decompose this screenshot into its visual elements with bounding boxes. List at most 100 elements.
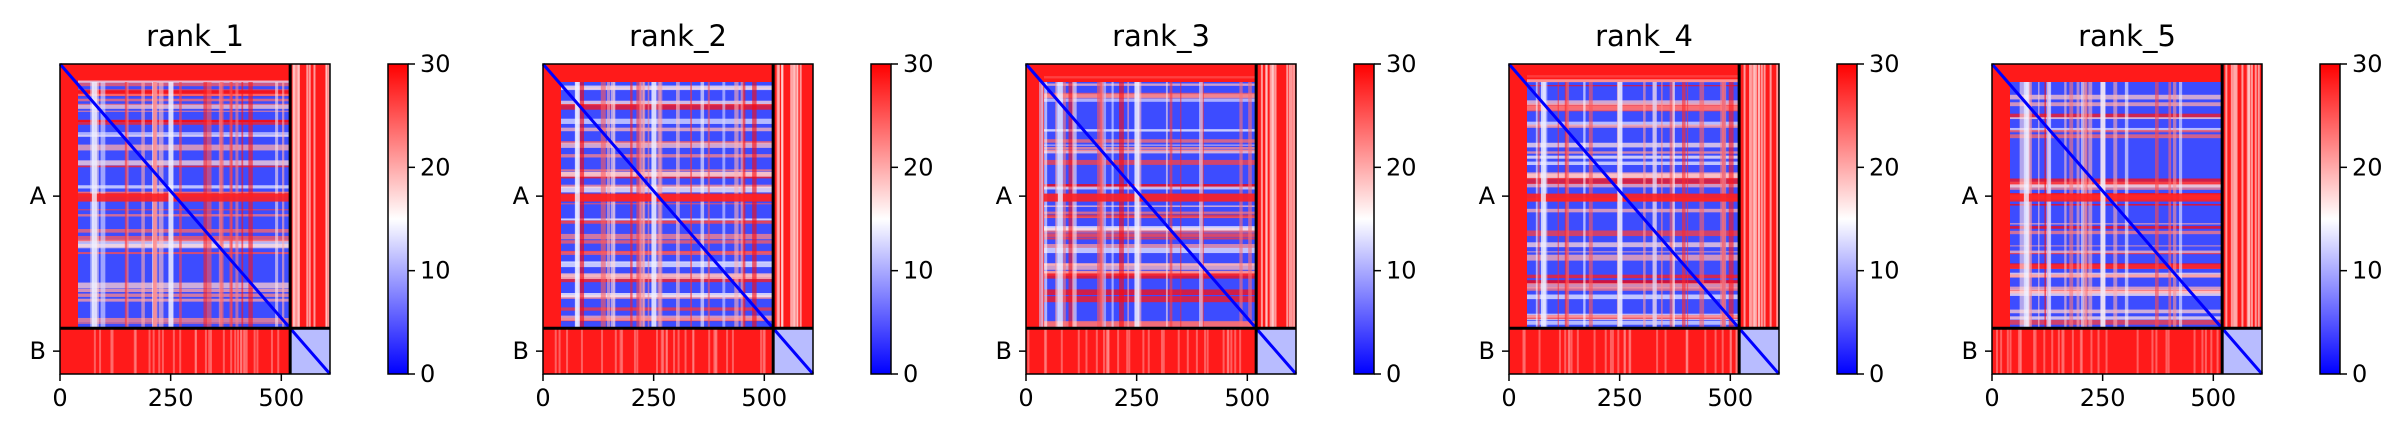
pae-band <box>1095 328 1098 374</box>
pae-band <box>660 328 663 374</box>
pae-high-error-row <box>2010 193 2223 202</box>
pae-band <box>2167 328 2170 374</box>
pae-band <box>790 64 793 329</box>
pae-band <box>1714 328 1717 374</box>
pae-band <box>1557 82 1559 329</box>
pae-band <box>1160 328 1163 374</box>
panel-title: rank_3 <box>1112 19 1210 53</box>
pae-band <box>93 328 96 374</box>
pae-band <box>241 82 244 329</box>
pae-band <box>1044 226 1257 231</box>
colorbar-tick-label: 30 <box>2352 50 2383 78</box>
pae-band <box>1274 64 1277 329</box>
pae-band <box>1652 82 1657 329</box>
pae-band <box>78 252 291 255</box>
pae-band <box>1527 230 1740 237</box>
pae-band <box>1234 328 1237 374</box>
pae-band <box>1661 82 1663 329</box>
pae-band <box>1044 139 1257 143</box>
pae-band <box>561 307 774 311</box>
pae-band <box>561 262 774 268</box>
pae-band <box>1107 328 1110 374</box>
colorbar-tick-label: 30 <box>903 50 934 78</box>
pae-band <box>554 328 557 374</box>
pae-band <box>2090 328 2093 374</box>
pae-band <box>561 220 774 222</box>
pae-band <box>2082 82 2087 329</box>
panel-title: rank_5 <box>2078 19 2176 53</box>
pae-band <box>2232 64 2235 329</box>
pae-band <box>1570 328 1573 374</box>
y-tick-label-chain-A: A <box>996 182 1013 210</box>
pae-band <box>2079 328 2082 374</box>
pae-band <box>1044 186 1257 190</box>
plot-frame <box>59 63 331 375</box>
pae-band <box>708 328 711 374</box>
pae-band <box>1248 82 1252 329</box>
pae-band <box>621 328 624 374</box>
pae-band <box>1527 251 1740 253</box>
pae-band <box>203 82 207 329</box>
pae-band <box>208 328 211 374</box>
colorbar-tick-label: 20 <box>1869 153 1900 181</box>
pae-band <box>1721 328 1724 374</box>
pae-band <box>561 184 774 189</box>
pae-band <box>2064 82 2067 329</box>
pae-band <box>2254 64 2257 329</box>
pae-band <box>1044 82 1048 329</box>
pae-band <box>78 81 291 87</box>
pae-band <box>229 82 233 329</box>
pae-band <box>1527 121 1740 127</box>
pae-band <box>1044 94 1257 99</box>
plot-frame <box>1991 63 2263 375</box>
pae-band <box>1576 328 1579 374</box>
pae-band <box>1527 254 1740 261</box>
pae-band <box>1527 100 1740 105</box>
pae-band <box>1699 82 1705 329</box>
pae-band <box>763 328 766 374</box>
pae-band <box>707 82 710 329</box>
pae-band <box>78 132 291 137</box>
pae-band <box>1044 320 1257 327</box>
pae-band <box>2023 82 2029 329</box>
pae-band <box>619 328 622 374</box>
pae-band <box>240 328 243 374</box>
pae-band <box>642 82 646 329</box>
pae-band <box>78 80 291 83</box>
pae-band <box>1039 82 1044 329</box>
pae-band <box>206 82 212 329</box>
pae-band <box>1617 328 1620 374</box>
pae-band <box>1588 82 1593 329</box>
y-tick-label-chain-B: B <box>1962 337 1978 365</box>
pae-band <box>1568 328 1571 374</box>
plot-frame <box>1508 63 1780 375</box>
pae-band <box>561 100 774 106</box>
pae-band <box>1540 82 1546 329</box>
pae-band <box>1669 82 1674 329</box>
pae-band <box>1269 64 1272 329</box>
colorbar-frame <box>2319 63 2341 375</box>
pae-band <box>2034 328 2037 374</box>
pae-band <box>1102 328 1105 374</box>
colorbar-tick-label: 0 <box>420 360 435 388</box>
pae-band <box>1165 82 1168 329</box>
colorbar-tick-label: 0 <box>903 360 918 388</box>
colorbar-gradient <box>871 64 891 374</box>
pae-band <box>1527 280 1740 285</box>
x-tick-label: 0 <box>1984 384 1999 412</box>
pae-band <box>1704 328 1707 374</box>
pae-band <box>2009 328 2012 374</box>
colorbar-gradient <box>1837 64 1857 374</box>
pae-band <box>2246 64 2249 329</box>
pae-band <box>601 328 604 374</box>
pae-band <box>78 185 291 189</box>
pae-band <box>1147 328 1150 374</box>
pae-band <box>1527 155 1740 159</box>
pae-band <box>762 328 765 374</box>
y-tick-label-chain-A: A <box>513 182 530 210</box>
pae-band <box>2235 64 2238 329</box>
pae-band <box>1293 64 1296 329</box>
pae-band <box>636 82 642 329</box>
